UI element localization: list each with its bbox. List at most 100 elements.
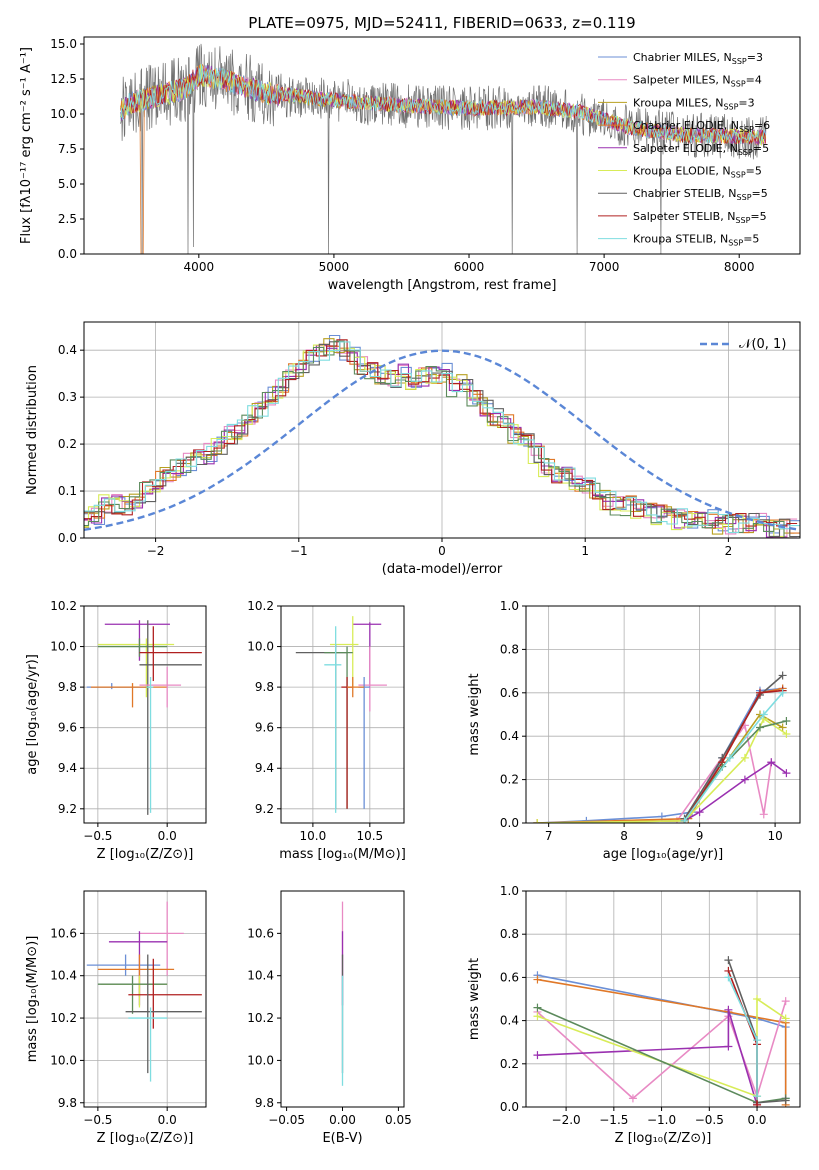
legend-subscript: SSP bbox=[723, 102, 738, 111]
legend-entry: Kroupa ELODIE, NSSP=5 bbox=[633, 165, 762, 180]
axes: −2.0 −1.5 −1.0 −0.5 0.0 0.0 0.2 0.4 0.6 0.8 1.0 Z [… bbox=[467, 884, 801, 1146]
axes: −0.5 0.0 9.2 9.4 9.6 9.8 10.0 10.2 Z [log₁₀(Z/Z⊙… bbox=[25, 599, 207, 862]
y-tick-label: 9.8 bbox=[255, 1096, 274, 1110]
x-tick-label: −2.0 bbox=[552, 1113, 581, 1127]
y-tick-label: 10.2 bbox=[247, 1011, 274, 1025]
axes: 10.0 10.5 9.2 9.4 9.6 9.8 10.0 10.2 mass [log₁₀(… bbox=[247, 599, 405, 862]
y-axis-label: mass weight bbox=[467, 958, 482, 1040]
y-tick-label: 9.2 bbox=[58, 802, 77, 816]
x-tick-label: 0.0 bbox=[158, 1113, 177, 1127]
x-tick-label: 8 bbox=[620, 829, 628, 843]
weight-marker bbox=[753, 1092, 762, 1101]
y-tick-label: 10.0 bbox=[247, 1053, 274, 1067]
weight-line bbox=[683, 689, 783, 822]
weight-marker bbox=[533, 819, 542, 823]
weight-line bbox=[727, 977, 758, 1097]
mass-vs-ebv-panel: −0.05 0.00 0.05 9.8 10.0 10.2 10.4 10.6 E(B-V) bbox=[247, 890, 412, 1146]
legend-subscript: SSP bbox=[732, 57, 747, 66]
weight-marker bbox=[680, 816, 689, 823]
y-tick-label: 0.4 bbox=[58, 343, 77, 357]
y-tick-label: 0.0 bbox=[58, 247, 77, 261]
legend-value: =5 bbox=[746, 165, 762, 178]
legend-entry: Kroupa MILES, NSSP=3 bbox=[633, 96, 755, 111]
legend-subscript: SSP bbox=[737, 193, 752, 202]
x-tick-label: −1.5 bbox=[599, 1113, 628, 1127]
weight-marker bbox=[778, 688, 787, 697]
weight-line bbox=[537, 1009, 758, 1106]
x-tick-label: 8000 bbox=[724, 260, 755, 274]
y-tick-label: 0.6 bbox=[500, 970, 519, 984]
x-axis-label: Z [log₁₀(Z/Z⊙)] bbox=[97, 1131, 194, 1146]
y-tick-label: 9.2 bbox=[255, 802, 274, 816]
y-tick-label: 10.0 bbox=[247, 640, 274, 654]
x-tick-label: 10.5 bbox=[356, 829, 383, 843]
x-tick-label: 4000 bbox=[184, 260, 215, 274]
y-tick-label: 0.2 bbox=[500, 773, 519, 787]
weight-marker bbox=[724, 1042, 733, 1051]
legend-value: =3 bbox=[738, 96, 754, 109]
y-axis-label: Flux [fλ10⁻¹⁷ erg cm⁻² s⁻¹ A⁻¹] bbox=[19, 47, 34, 244]
histogram-step bbox=[84, 344, 798, 538]
figure-title: PLATE=0975, MJD=52411, FIBERID=0633, z=0… bbox=[248, 14, 635, 32]
legend-value: =4 bbox=[746, 74, 762, 87]
axes: −0.05 0.00 0.05 9.8 10.0 10.2 10.4 10.6 E(B-V) bbox=[247, 890, 412, 1146]
axes: 4000 5000 6000 7000 8000 0.0 2.5 5.0 7.5 10.0 12.5… bbox=[19, 36, 801, 293]
age-vs-mass-panel: 10.0 10.5 9.2 9.4 9.6 9.8 10.0 10.2 mass [log₁₀(… bbox=[247, 599, 405, 862]
y-tick-label: 9.6 bbox=[58, 721, 77, 735]
weight-marker bbox=[759, 810, 768, 819]
weight-marker bbox=[781, 997, 790, 1006]
plot-area bbox=[120, 43, 767, 254]
legend-entry: 𝒩(0, 1) bbox=[739, 337, 786, 352]
y-tick-label: 15.0 bbox=[50, 37, 77, 51]
y-tick-label: 12.5 bbox=[50, 72, 77, 86]
histogram-step bbox=[84, 344, 795, 538]
weight-marker bbox=[778, 723, 787, 732]
x-axis-label: Z [log₁₀(Z/Z⊙)] bbox=[615, 1131, 712, 1146]
y-tick-label: 10.4 bbox=[50, 969, 77, 983]
weight-marker bbox=[533, 1051, 542, 1060]
x-tick-label: −0.5 bbox=[83, 1113, 112, 1127]
y-tick-label: 0.8 bbox=[500, 927, 519, 941]
legend-entry: Chabrier ELODIE, NSSP=6 bbox=[633, 119, 770, 134]
weight-marker bbox=[740, 753, 749, 762]
spectrum-panel: 4000 5000 6000 7000 8000 0.0 2.5 5.0 7.5 10.0 12.5… bbox=[19, 36, 801, 293]
axes-frame bbox=[525, 890, 801, 1108]
x-tick-label: −0.5 bbox=[695, 1113, 724, 1127]
weight-marker bbox=[778, 671, 787, 680]
residual-histogram-panel: −2 −1 0 1 2 0.0 0.1 0.2 0.3 0.4 (data-model)/error… bbox=[25, 321, 801, 577]
weight-marker bbox=[740, 775, 749, 784]
x-tick-label: 0 bbox=[438, 544, 446, 558]
y-tick-label: 10.6 bbox=[247, 926, 274, 940]
weight-marker bbox=[695, 808, 704, 817]
y-tick-label: 10.0 bbox=[50, 640, 77, 654]
x-tick-label: 6000 bbox=[454, 260, 485, 274]
y-tick-label: 5.0 bbox=[58, 177, 77, 191]
axes-frame bbox=[525, 605, 801, 824]
spectrum-line bbox=[120, 64, 767, 144]
legend-subscript: SSP bbox=[735, 216, 750, 225]
x-tick-label: 0.00 bbox=[329, 1113, 356, 1127]
y-tick-label: 10.2 bbox=[247, 599, 274, 613]
weight-marker bbox=[781, 1096, 790, 1105]
legend-value: =6 bbox=[754, 119, 770, 132]
x-tick-label: −0.5 bbox=[83, 829, 112, 843]
y-tick-label: 0.3 bbox=[58, 390, 77, 404]
legend-entry: Chabrier MILES, NSSP=3 bbox=[633, 51, 763, 66]
y-tick-label: 0.0 bbox=[500, 816, 519, 830]
weight-marker bbox=[767, 758, 776, 767]
y-tick-label: 0.1 bbox=[58, 484, 77, 498]
x-tick-label: 0.0 bbox=[747, 1113, 766, 1127]
y-tick-label: 7.5 bbox=[58, 142, 77, 156]
y-axis-label: mass [log₁₀(M/M⊙)] bbox=[25, 936, 40, 1063]
histogram-step bbox=[84, 341, 800, 534]
x-axis-label: E(B-V) bbox=[322, 1131, 362, 1146]
y-tick-label: 0.2 bbox=[58, 437, 77, 451]
spectrum-line bbox=[120, 43, 767, 254]
axes: 7 8 9 10 0.0 0.2 0.4 0.6 0.8 1.0 age [log₁₀(age/yr… bbox=[467, 599, 801, 862]
weight-vs-metallicity-panel: −2.0 −1.5 −1.0 −0.5 0.0 0.0 0.2 0.4 0.6 0.8 1.0 Z [… bbox=[467, 884, 801, 1146]
x-tick-label: 10.0 bbox=[300, 829, 327, 843]
x-tick-label: 1 bbox=[581, 544, 589, 558]
x-axis-label: Z [log₁₀(Z/Z⊙)] bbox=[97, 847, 194, 862]
plot-area bbox=[84, 334, 800, 538]
x-tick-label: −1 bbox=[290, 544, 308, 558]
